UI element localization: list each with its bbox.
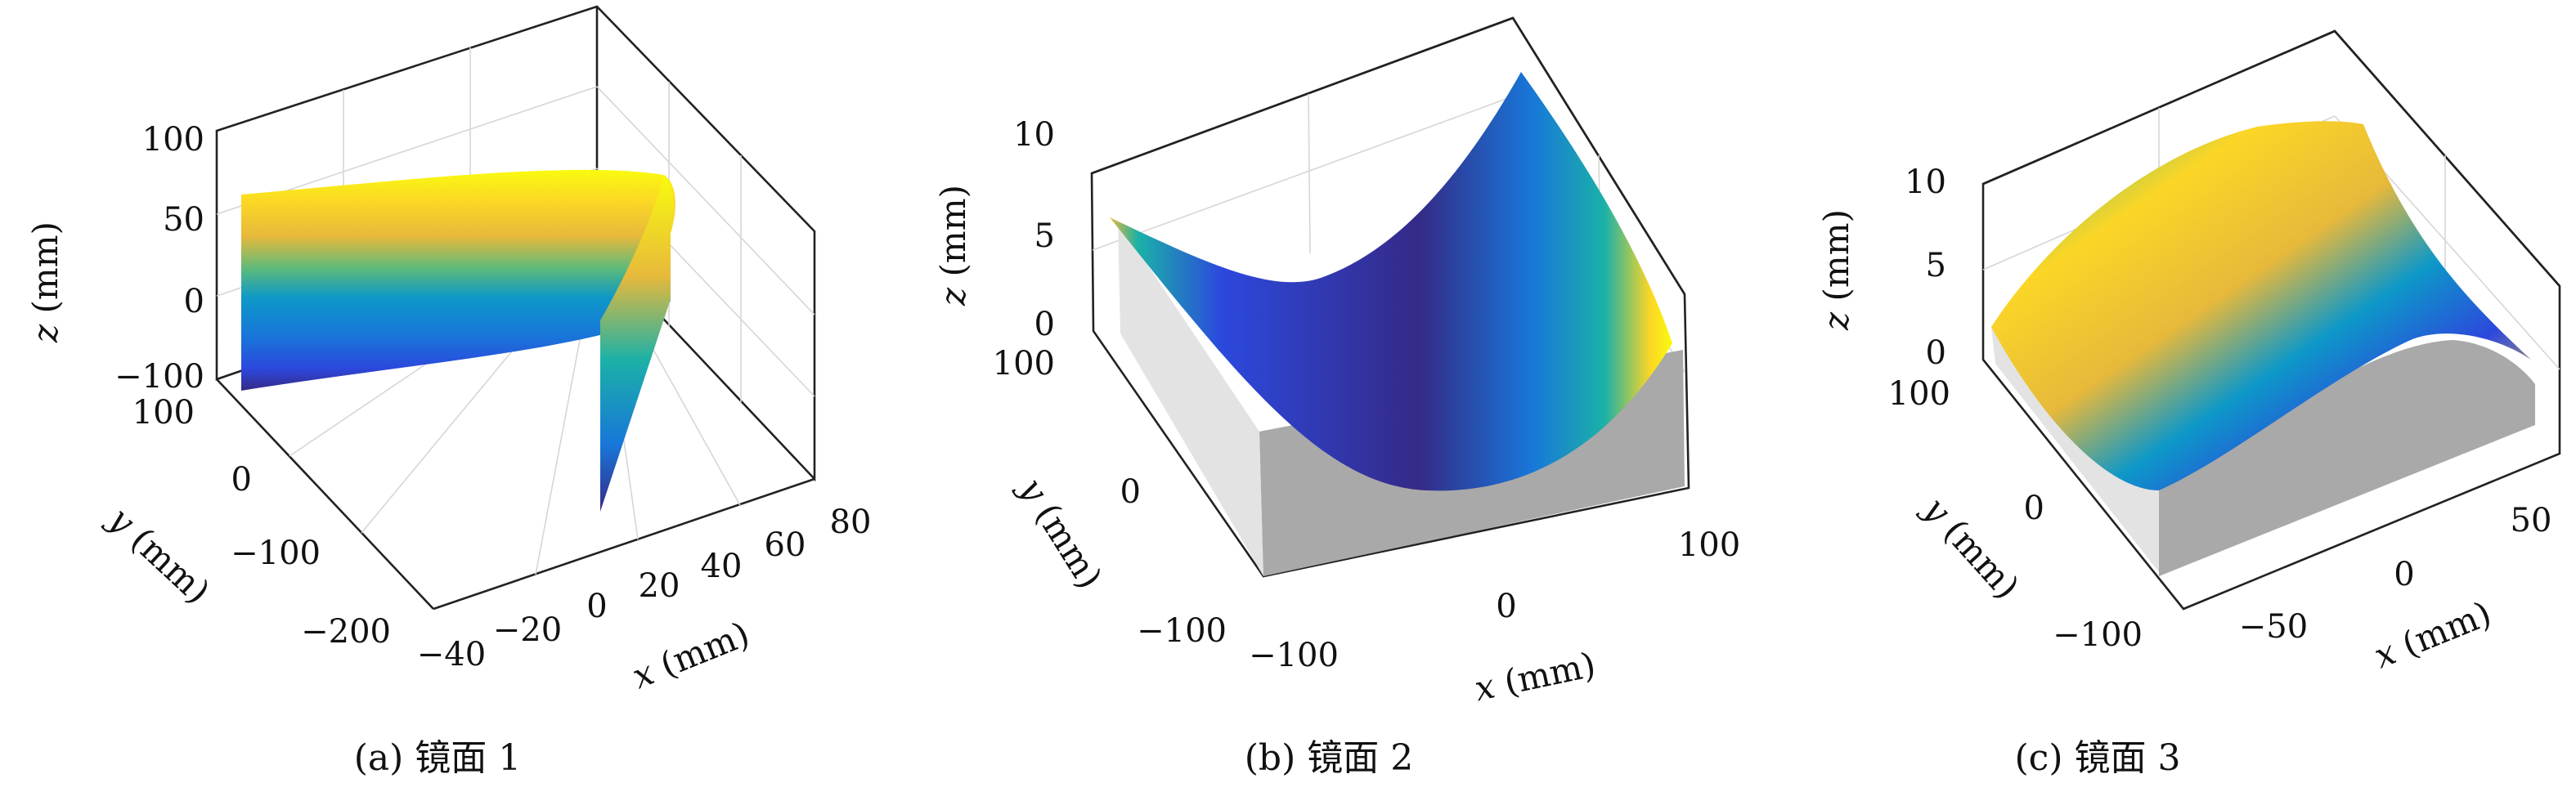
- panel-a-x-ticks: −40 −20 0 20 40 60 80: [417, 503, 872, 673]
- panel-a: 100 50 0 −100 100 0 −100 −200 −40 −20 0 …: [25, 5, 872, 779]
- panel-c-box-edge: [2334, 30, 2560, 287]
- panel-b-surface: [1110, 72, 1672, 491]
- panel-c-z-ticks: 10 5 0: [1905, 163, 1946, 372]
- tick-label: 5: [1034, 217, 1055, 255]
- panel-a-box-edge: [216, 378, 434, 610]
- panel-a-z-ticks: 100 50 0 −100: [114, 121, 204, 396]
- panel-b-x-ticks: −100 0 100: [1249, 526, 1740, 674]
- panel-c-y-label: y (mm): [1914, 488, 2027, 606]
- tick-label: 0: [1120, 473, 1141, 511]
- panel-c: 10 5 0 100 0 −100 −50 0 50 z (mm) y (mm)…: [1816, 29, 2561, 779]
- tick-label: 0: [1926, 334, 1946, 372]
- panel-c-caption: (c) 镜面 3: [2015, 737, 2181, 779]
- tick-label: 100: [993, 345, 1055, 383]
- panel-b-y-label: y (mm): [1011, 469, 1111, 595]
- tick-label: 50: [2511, 502, 2552, 539]
- panel-a-box-edge: [433, 477, 815, 611]
- panel-c-side-front: [2159, 340, 2535, 576]
- tick-label: −20: [493, 611, 562, 649]
- tick-label: 10: [1905, 163, 1946, 201]
- panel-a-surface: [241, 169, 675, 391]
- panel-c-x-label: x (mm): [2368, 593, 2497, 676]
- tick-label: 0: [231, 461, 252, 499]
- tick-label: 50: [163, 201, 204, 239]
- panel-a-surface-side: [600, 175, 675, 512]
- panel-c-y-ticks: 100 0 −100: [1888, 375, 2143, 654]
- panel-a-y-ticks: 100 0 −100 −200: [132, 394, 391, 651]
- panel-b-y-ticks: 100 0 −100: [993, 345, 1227, 650]
- tick-label: 40: [701, 548, 743, 585]
- panel-a-y-label: y (mm): [100, 498, 218, 611]
- tick-label: 0: [1034, 306, 1055, 343]
- panel-c-box-edge: [1982, 29, 2336, 186]
- tick-label: 80: [830, 503, 872, 541]
- panel-b: 10 5 0 100 0 −100 −100 0 100 z (mm) y (m…: [933, 16, 1740, 779]
- tick-label: 60: [765, 526, 806, 564]
- tick-label: 0: [184, 283, 204, 320]
- tick-label: −200: [301, 613, 391, 651]
- panel-b-z-ticks: 10 5 0: [1013, 116, 1055, 343]
- tick-label: 20: [639, 567, 680, 605]
- tick-label: −40: [417, 636, 486, 673]
- tick-label: 100: [1888, 375, 1950, 413]
- tick-label: −100: [1249, 637, 1339, 674]
- panel-a-x-label: x (mm): [626, 614, 755, 696]
- tick-label: 100: [142, 121, 204, 159]
- panel-b-caption: (b) 镜面 2: [1245, 737, 1413, 779]
- tick-label: 10: [1013, 116, 1055, 154]
- panel-c-z-label: z (mm): [1816, 209, 1856, 331]
- tick-label: −100: [1137, 612, 1227, 650]
- panel-c-x-ticks: −50 0 50: [2239, 502, 2552, 646]
- tick-label: −50: [2239, 608, 2308, 646]
- panel-b-z-label: z (mm): [933, 185, 973, 307]
- tick-label: 5: [1926, 247, 1946, 284]
- panel-b-side-left: [1118, 221, 1263, 576]
- panel-a-caption: (a) 镜面 1: [354, 737, 522, 779]
- tick-label: 100: [132, 394, 195, 432]
- tick-label: 100: [1678, 526, 1740, 564]
- panel-b-x-label: x (mm): [1471, 644, 1599, 709]
- tick-label: −100: [231, 535, 321, 572]
- tick-label: 0: [586, 588, 607, 625]
- panel-b-box-edge: [1091, 16, 1514, 175]
- tick-label: −100: [2053, 616, 2143, 654]
- tick-label: 0: [2024, 490, 2044, 527]
- panel-c-surface: [1991, 121, 2531, 490]
- panel-a-z-label: z (mm): [25, 221, 65, 343]
- tick-label: 0: [1496, 588, 1516, 625]
- tick-label: −100: [114, 358, 204, 396]
- tick-label: 0: [2394, 556, 2414, 593]
